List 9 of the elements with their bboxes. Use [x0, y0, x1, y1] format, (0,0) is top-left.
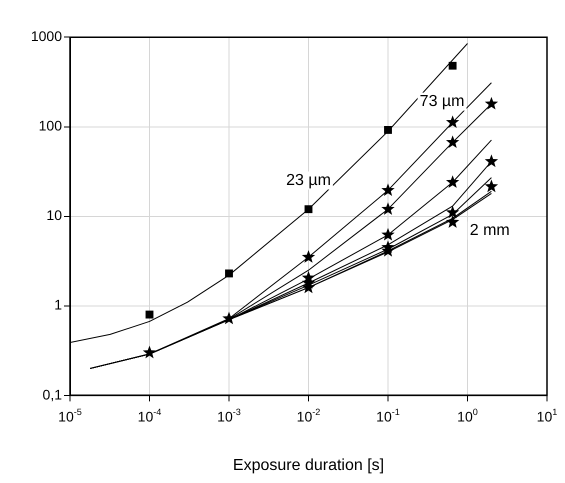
annotation: 23 µm	[286, 172, 331, 189]
y-tick-label: 1000	[30, 28, 62, 44]
y-tick-label: 10	[46, 207, 62, 224]
annotation: 2 mm	[470, 222, 510, 240]
y-tick-label: 1	[54, 296, 62, 313]
x-axis-title: Exposure duration [s]	[232, 456, 384, 474]
annotation: 73 µm	[420, 93, 464, 110]
y-tick-label: 100	[38, 118, 62, 134]
y-tick-label: 0,1	[42, 386, 62, 402]
